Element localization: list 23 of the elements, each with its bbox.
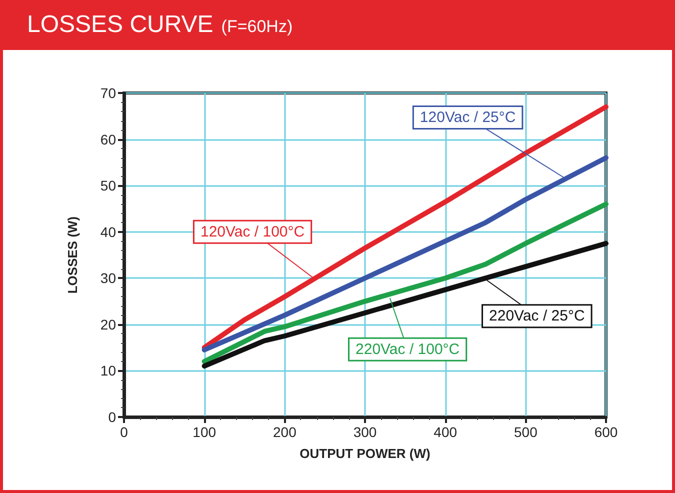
text: 220Vac / 100°C xyxy=(356,340,460,358)
y-tick-label: 20 xyxy=(100,316,116,332)
y-tick-label: 10 xyxy=(100,362,116,379)
y-tick-label: 40 xyxy=(100,224,116,240)
text: 120Vac / 100°C xyxy=(200,223,305,240)
y-axis-title: LOSSES (W) xyxy=(65,216,80,294)
chart-title: LOSSES CURVE xyxy=(27,11,214,39)
x-tick-label: 300 xyxy=(353,424,377,440)
y-tick-label: 50 xyxy=(100,178,116,194)
x-tick-label: 100 xyxy=(192,424,216,440)
series-label: 220Vac / 25°C xyxy=(489,308,585,325)
text: 120Vac / 25°C xyxy=(420,109,516,126)
y-tick-label: 30 xyxy=(100,270,116,286)
x-tick-label: 400 xyxy=(434,424,458,440)
x-tick-label: 0 xyxy=(120,424,128,440)
y-tick-label: 70 xyxy=(100,85,116,101)
y-tick-label: 60 xyxy=(100,131,116,148)
y-tick-label: 0 xyxy=(108,409,116,425)
chart-subtitle: (F=60Hz) xyxy=(221,17,293,37)
x-tick-label: 200 xyxy=(272,424,297,440)
x-tick-label: 600 xyxy=(594,424,618,440)
x-axis-title: OUTPUT POWER (W) xyxy=(300,446,430,461)
x-tick-label: 500 xyxy=(514,424,538,440)
